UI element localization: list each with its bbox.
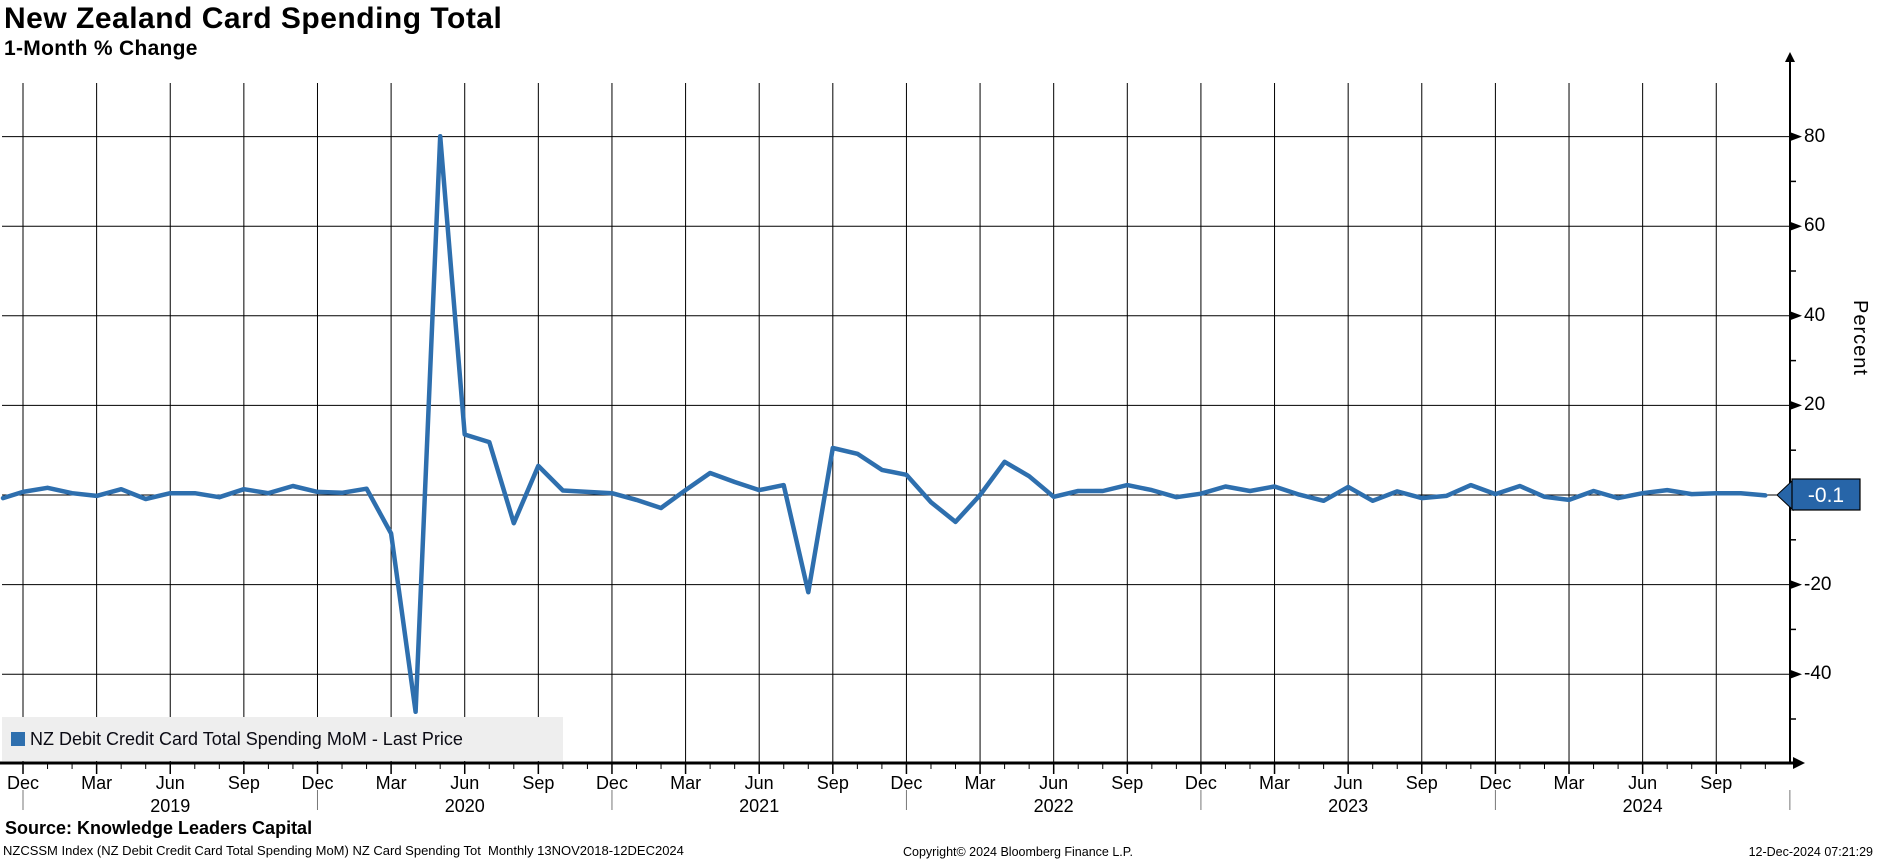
last-price-arrow-icon [1776, 479, 1794, 512]
x-year-label: 2019 [150, 796, 191, 816]
x-tick-label: Jun [1039, 773, 1069, 793]
x-tick-label: Mar [375, 773, 407, 793]
legend-swatch-icon [11, 732, 25, 746]
x-tick-label: Jun [1333, 773, 1363, 793]
x-tick-label: Sep [816, 773, 849, 793]
y-tick-label: 60 [1804, 215, 1826, 237]
x-tick-label: Dec [301, 773, 334, 793]
x-tick-label: Sep [522, 773, 555, 793]
x-tick-label: Sep [1111, 773, 1144, 793]
x-year-label: 2024 [1622, 796, 1663, 816]
x-tick-label: Mar [1553, 773, 1585, 793]
x-tick-label: Mar [81, 773, 113, 793]
x-tick-label: Dec [6, 773, 39, 793]
y-tick-label: -20 [1804, 573, 1832, 595]
x-year-label: 2021 [739, 796, 780, 816]
x-tick-label: Jun [155, 773, 185, 793]
y-tick-label: 20 [1804, 394, 1826, 416]
x-year-label: 2020 [444, 796, 485, 816]
footer-timestamp: 12-Dec-2024 07:21:29 [1748, 845, 1873, 859]
source-credit: Source: Knowledge Leaders Capital [5, 818, 313, 838]
x-tick-label: Jun [744, 773, 774, 793]
y-tick-label: -40 [1804, 663, 1832, 685]
footer-fineprint: NZCSSM Index (NZ Debit Credit Card Total… [3, 843, 684, 858]
legend-label: NZ Debit Credit Card Total Spending MoM … [30, 728, 463, 749]
x-tick-label: Jun [1628, 773, 1658, 793]
chart-title: New Zealand Card Spending Total [4, 2, 503, 35]
x-tick-label: Sep [227, 773, 260, 793]
chart-subtitle: 1-Month % Change [4, 37, 198, 60]
gridlines [2, 83, 1790, 763]
x-tick-label: Sep [1405, 773, 1438, 793]
x-tick-label: Mar [964, 773, 996, 793]
x-tick-label: Dec [595, 773, 628, 793]
x-year-label: 2022 [1033, 796, 1074, 816]
series-line[interactable] [0, 133, 1768, 715]
x-tick-label: Sep [1700, 773, 1733, 793]
x-tick-label: Dec [1479, 773, 1512, 793]
x-tick-label: Dec [1184, 773, 1217, 793]
x-tick-label: Mar [1259, 773, 1291, 793]
x-year-label: 2023 [1328, 796, 1369, 816]
axis-ticks [22, 132, 1802, 810]
y-tick-label: 40 [1804, 304, 1826, 326]
y-axis-title: Percent [1849, 300, 1871, 376]
x-tick-label: Dec [890, 773, 923, 793]
footer-copyright: Copyright© 2024 Bloomberg Finance L.P. [903, 845, 1133, 859]
y-tick-label: 80 [1804, 125, 1826, 147]
axes [0, 52, 1805, 769]
legend[interactable]: NZ Debit Credit Card Total Spending MoM … [2, 717, 563, 761]
x-tick-label: Jun [450, 773, 480, 793]
last-price-marker: -0.1 [1776, 478, 1861, 512]
last-price-value: -0.1 [1808, 484, 1844, 507]
x-tick-label: Mar [670, 773, 702, 793]
